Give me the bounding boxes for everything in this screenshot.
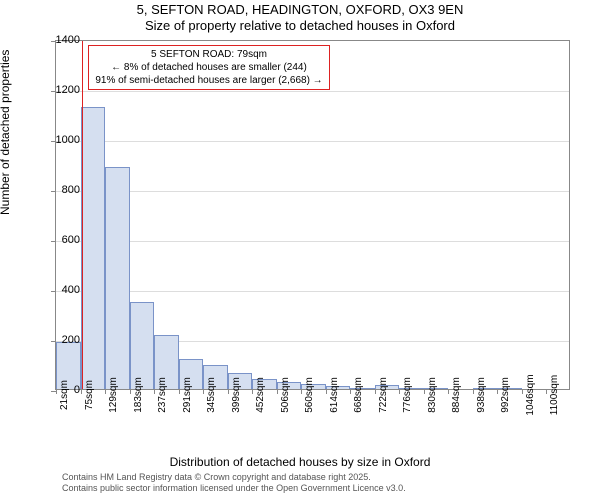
- ytick-label: 200: [44, 334, 80, 346]
- histogram-bar: [130, 302, 155, 390]
- xtick-label: 1100sqm: [549, 375, 560, 415]
- ytick-label: 800: [44, 184, 80, 196]
- xtick-mark: [326, 389, 327, 394]
- y-axis-label: Number of detached properties: [0, 50, 12, 215]
- xtick-mark: [179, 389, 180, 394]
- xtick-mark: [81, 389, 82, 394]
- xtick-label: 668sqm: [353, 377, 364, 413]
- xtick-mark: [375, 389, 376, 394]
- xtick-label: 938sqm: [476, 377, 487, 413]
- histogram-bar: [105, 167, 130, 390]
- ytick-label: 400: [44, 284, 80, 296]
- xtick-label: 452sqm: [255, 377, 266, 413]
- xtick-label: 722sqm: [378, 377, 389, 413]
- xtick-label: 129sqm: [108, 377, 119, 413]
- xtick-mark: [203, 389, 204, 394]
- gridline: [56, 191, 569, 192]
- histogram-bar: [81, 107, 106, 390]
- gridline: [56, 141, 569, 142]
- xtick-mark: [252, 389, 253, 394]
- gridline: [56, 291, 569, 292]
- footer: Contains HM Land Registry data © Crown c…: [62, 472, 406, 494]
- xtick-mark: [546, 389, 547, 394]
- xtick-mark: [448, 389, 449, 394]
- ytick-label: 1400: [44, 34, 80, 46]
- marker-line: [82, 41, 83, 389]
- xtick-label: 399sqm: [231, 377, 242, 413]
- plot-area: 5 SEFTON ROAD: 79sqm ← 8% of detached ho…: [55, 40, 570, 390]
- xtick-label: 992sqm: [500, 377, 511, 413]
- info-line-2: ← 8% of detached houses are smaller (244…: [95, 61, 322, 74]
- xtick-label: 345sqm: [206, 377, 217, 413]
- xtick-label: 21sqm: [59, 380, 70, 410]
- xtick-label: 291sqm: [182, 377, 193, 413]
- ytick-label: 1200: [44, 84, 80, 96]
- ytick-label: 600: [44, 234, 80, 246]
- info-box: 5 SEFTON ROAD: 79sqm ← 8% of detached ho…: [88, 45, 329, 90]
- xtick-mark: [277, 389, 278, 394]
- xtick-label: 506sqm: [280, 377, 291, 413]
- xtick-label: 830sqm: [427, 377, 438, 413]
- xtick-label: 1046sqm: [525, 374, 536, 415]
- xtick-mark: [228, 389, 229, 394]
- xtick-label: 614sqm: [329, 377, 340, 413]
- ytick-label: 1000: [44, 134, 80, 146]
- xtick-label: 183sqm: [133, 377, 144, 413]
- chart-container: 5, SEFTON ROAD, HEADINGTON, OXFORD, OX3 …: [0, 0, 600, 500]
- xtick-label: 560sqm: [304, 377, 315, 413]
- xtick-mark: [399, 389, 400, 394]
- xtick-mark: [105, 389, 106, 394]
- xtick-label: 237sqm: [157, 377, 168, 413]
- title-line-2: Size of property relative to detached ho…: [0, 18, 600, 34]
- xtick-mark: [497, 389, 498, 394]
- xtick-mark: [350, 389, 351, 394]
- xtick-label: 776sqm: [402, 377, 413, 413]
- gridline: [56, 241, 569, 242]
- info-line-1: 5 SEFTON ROAD: 79sqm: [95, 48, 322, 61]
- footer-line-2: Contains public sector information licen…: [62, 483, 406, 494]
- xtick-mark: [522, 389, 523, 394]
- xtick-mark: [154, 389, 155, 394]
- xtick-label: 884sqm: [451, 377, 462, 413]
- x-axis-label: Distribution of detached houses by size …: [0, 455, 600, 469]
- title-block: 5, SEFTON ROAD, HEADINGTON, OXFORD, OX3 …: [0, 0, 600, 35]
- xtick-mark: [424, 389, 425, 394]
- xtick-mark: [301, 389, 302, 394]
- gridline: [56, 91, 569, 92]
- title-line-1: 5, SEFTON ROAD, HEADINGTON, OXFORD, OX3 …: [0, 2, 600, 18]
- xtick-mark: [130, 389, 131, 394]
- footer-line-1: Contains HM Land Registry data © Crown c…: [62, 472, 406, 483]
- xtick-mark: [473, 389, 474, 394]
- xtick-label: 75sqm: [84, 380, 95, 410]
- info-line-3: 91% of semi-detached houses are larger (…: [95, 74, 322, 87]
